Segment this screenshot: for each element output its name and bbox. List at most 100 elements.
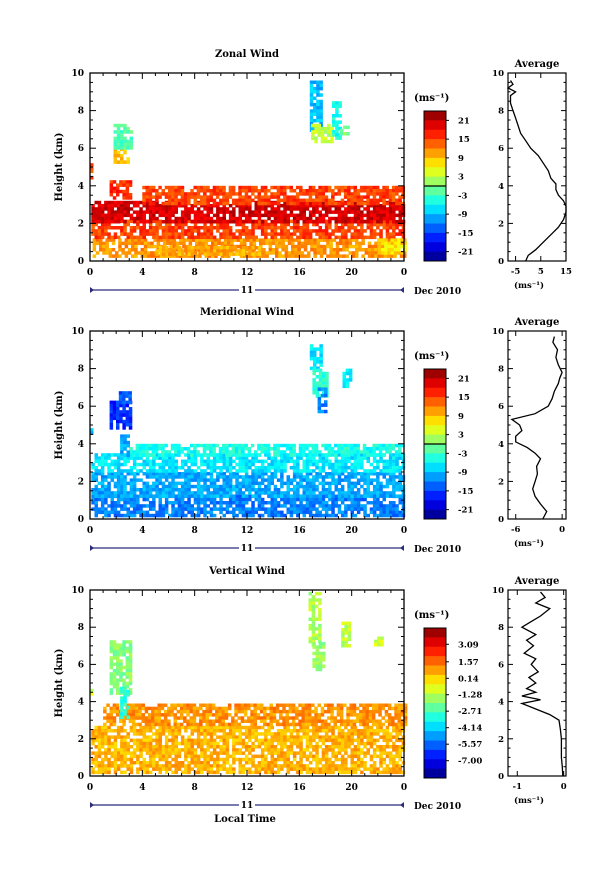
heatmap-cell bbox=[167, 189, 172, 193]
heatmap-cell bbox=[337, 735, 342, 739]
heatmap-cell bbox=[312, 210, 316, 214]
heatmap-cell bbox=[177, 488, 182, 492]
heatmap-cell bbox=[283, 497, 287, 502]
heatmap-cell bbox=[118, 244, 122, 249]
heatmap-cell bbox=[244, 216, 249, 221]
heatmap-cell bbox=[276, 189, 281, 193]
heatmap-cell bbox=[100, 488, 105, 492]
heatmap-cell bbox=[198, 254, 202, 258]
heatmap-cell bbox=[278, 238, 282, 242]
heatmap-cell bbox=[94, 513, 98, 518]
heatmap-cell bbox=[350, 220, 354, 224]
heatmap-cell bbox=[395, 213, 399, 218]
heatmap-cell bbox=[318, 198, 322, 203]
heatmap-cell bbox=[171, 510, 175, 515]
heatmap-cell bbox=[391, 198, 396, 203]
heatmap-cell bbox=[371, 251, 375, 255]
heatmap-cell bbox=[315, 207, 319, 211]
heatmap-cell bbox=[372, 450, 376, 454]
heatmap-cell bbox=[164, 235, 169, 240]
heatmap-cell bbox=[203, 189, 207, 193]
heatmap-cell bbox=[174, 510, 178, 515]
heatmap-cell bbox=[203, 220, 207, 224]
heatmap-cell bbox=[335, 136, 339, 140]
heatmap-cell bbox=[292, 475, 297, 479]
colorbar-tick-label: -9 bbox=[458, 468, 468, 478]
heatmap-cell bbox=[120, 213, 124, 218]
y-axis-label: Height (km) bbox=[54, 391, 65, 460]
heatmap-cell bbox=[267, 204, 271, 208]
heatmap-cell bbox=[177, 252, 182, 256]
heatmap-cell bbox=[161, 220, 166, 224]
heatmap-cell bbox=[244, 481, 249, 486]
heatmap-cell bbox=[267, 725, 271, 730]
heatmap-cell bbox=[260, 450, 264, 454]
heatmap-cell bbox=[136, 494, 140, 499]
heatmap-cell bbox=[235, 462, 239, 467]
heatmap-cell bbox=[180, 504, 185, 508]
heatmap-cell bbox=[212, 235, 217, 240]
heatmap-cell bbox=[118, 238, 122, 242]
heatmap-cell bbox=[94, 232, 98, 236]
heatmap-cell bbox=[129, 453, 133, 457]
heatmap-cell bbox=[366, 501, 370, 505]
heatmap-cell bbox=[129, 143, 134, 147]
heatmap-cell bbox=[110, 501, 114, 505]
heatmap-cell bbox=[198, 241, 202, 246]
heatmap-cell bbox=[184, 462, 188, 467]
heatmap-cell bbox=[392, 735, 396, 739]
heatmap-cell bbox=[120, 133, 124, 137]
heatmap-cell bbox=[350, 222, 354, 227]
heatmap-cell bbox=[350, 235, 354, 240]
heatmap-cell bbox=[324, 232, 329, 236]
heatmap-cell bbox=[283, 732, 287, 736]
heatmap-cell bbox=[212, 462, 217, 467]
heatmap-cell bbox=[235, 488, 239, 492]
heatmap-cell bbox=[190, 513, 194, 518]
heatmap-cell bbox=[289, 195, 293, 199]
heatmap-cell bbox=[353, 507, 358, 511]
heatmap-cell bbox=[319, 238, 324, 242]
heatmap-cell bbox=[120, 735, 124, 739]
heatmap-cell bbox=[363, 220, 367, 224]
heatmap-cell bbox=[190, 491, 194, 495]
heatmap-cell bbox=[107, 456, 111, 460]
heatmap-cell bbox=[395, 494, 399, 498]
heatmap-cell bbox=[312, 368, 316, 373]
heatmap-cell bbox=[248, 459, 252, 464]
heatmap-cell bbox=[392, 510, 396, 515]
heatmap-cell bbox=[187, 466, 191, 470]
heatmap-cell bbox=[264, 222, 268, 227]
heatmap-cell bbox=[313, 112, 317, 116]
heatmap-cell bbox=[116, 497, 121, 502]
heatmap-cell bbox=[107, 210, 111, 214]
heatmap-cell bbox=[107, 491, 111, 495]
heatmap-cell bbox=[321, 504, 326, 508]
heatmap-cell bbox=[308, 232, 313, 236]
heatmap-cell bbox=[219, 246, 223, 250]
heatmap-cell bbox=[168, 738, 172, 743]
heatmap-cell bbox=[193, 213, 198, 218]
heatmap-cell bbox=[216, 725, 220, 730]
heatmap-cell bbox=[136, 488, 140, 492]
heatmap-cell bbox=[251, 185, 255, 190]
heatmap-cell bbox=[128, 413, 133, 417]
heatmap-cell bbox=[116, 123, 121, 128]
heatmap-cell bbox=[158, 447, 162, 451]
heatmap-cell bbox=[209, 484, 214, 489]
heatmap-cell bbox=[129, 136, 134, 141]
heatmap-cell bbox=[209, 725, 214, 730]
heatmap-cell bbox=[145, 491, 150, 495]
heatmap-cell bbox=[200, 472, 204, 476]
heatmap-cell bbox=[363, 207, 367, 211]
heatmap-cell bbox=[215, 192, 220, 196]
heatmap-cell bbox=[116, 400, 120, 405]
heatmap-cell bbox=[335, 130, 339, 134]
heatmap-cell bbox=[238, 201, 242, 206]
heatmap-cell bbox=[241, 207, 246, 211]
heatmap-cell bbox=[214, 254, 218, 258]
heatmap-cell bbox=[398, 475, 402, 479]
heatmap-cell bbox=[238, 249, 243, 253]
heatmap-cell bbox=[312, 491, 316, 495]
time-bar-label-bg bbox=[239, 542, 255, 553]
